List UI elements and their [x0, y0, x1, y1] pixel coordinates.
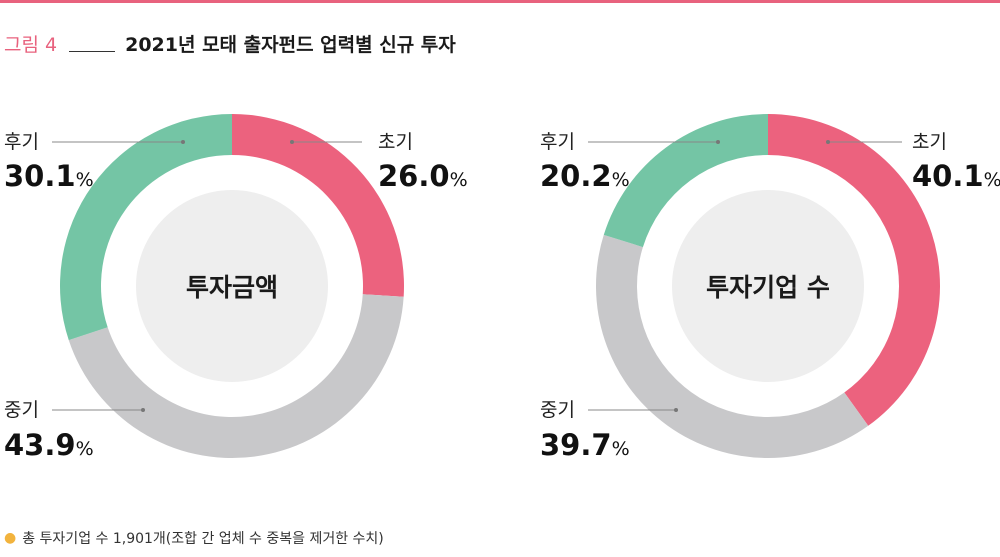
figure-label: 그림 4 [4, 33, 58, 56]
chart1-label-middle: 중기 [4, 399, 39, 421]
chart1-value-middle: 43.9% [4, 428, 94, 462]
chart2-leader-dot-middle [674, 408, 678, 412]
chart2-center-title: 투자기업 수 [706, 273, 830, 302]
chart2-label-middle: 중기 [540, 399, 575, 421]
chart2-leader-dot-early [826, 140, 830, 144]
footnote: ● 총 투자기업 수 1,901개(조합 간 업체 수 중복을 제거한 수치) [4, 528, 384, 548]
chart2-segment-late [603, 114, 768, 248]
chart1-center-circle [136, 190, 328, 382]
chart2-label-early: 초기 [912, 131, 947, 153]
chart2-center-circle [672, 190, 864, 382]
chart2-leader-dot-late [716, 140, 720, 144]
chart2-segment-early [768, 114, 940, 426]
chart1-leader-dot-middle [141, 408, 145, 412]
chart2-segment-middle [596, 234, 869, 458]
chart2-value-middle: 39.7% [540, 428, 630, 462]
chart1-segment-middle [68, 294, 404, 458]
chart2-value-early: 40.1% [912, 159, 1000, 193]
bullet-icon: ● [4, 530, 17, 546]
chart1-center-title: 투자금액 [186, 273, 278, 302]
chart1-leader-dot-early [290, 140, 294, 144]
top-accent-line [0, 0, 1000, 3]
footnote-text: 총 투자기업 수 1,901개(조합 간 업체 수 중복을 제거한 수치) [22, 531, 384, 547]
figure-title: 2021년 모태 출자펀드 업력별 신규 투자 [125, 33, 456, 56]
header-divider [69, 50, 116, 52]
chart2-value-late: 20.2% [540, 159, 630, 193]
chart2-label-late: 후기 [540, 131, 575, 153]
chart1-value-late: 30.1% [4, 159, 94, 193]
figure-header: 그림 4 2021년 모태 출자펀드 업력별 신규 투자 [4, 28, 456, 58]
chart1-label-late: 후기 [4, 131, 39, 153]
chart1-value-early: 26.0% [378, 159, 468, 193]
chart1-leader-dot-late [181, 140, 185, 144]
chart1-segment-early [232, 114, 404, 297]
chart1-segment-late [60, 114, 233, 341]
chart1-label-early: 초기 [378, 131, 413, 153]
